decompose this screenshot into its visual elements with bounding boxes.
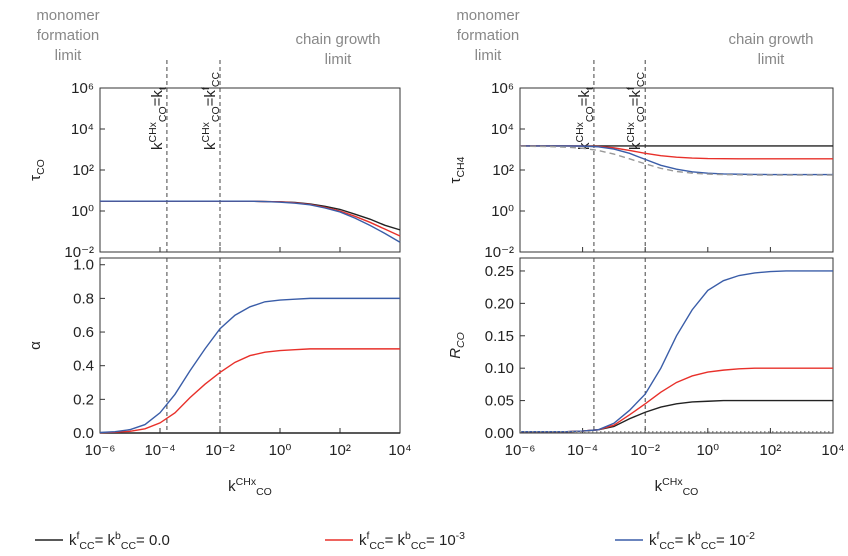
x-tick-label: 10⁴ [388,442,411,459]
x-tick-label: 10² [760,442,782,459]
y-tick-label: 0.05 [485,393,514,410]
y-tick-label: 0.10 [485,360,514,377]
vline-label: kCHxCO=kfCC [200,72,222,150]
legend-label: kfCC= kbCC= 10-2 [649,530,755,552]
y-tick-label: 10⁴ [491,121,514,138]
x-tick-label: 10² [329,442,351,459]
series-line [100,200,401,231]
y-axis-label: RCO [447,332,467,359]
x-tick-label: 10⁰ [696,442,719,459]
y-tick-label: 10⁶ [491,80,514,97]
annotation: limit [758,51,785,68]
annotation: monomer [456,7,519,24]
x-tick-label: 10⁰ [269,442,292,459]
series-line [100,200,401,243]
y-tick-label: 10⁴ [71,121,94,138]
y-tick-label: 0.20 [485,295,514,312]
y-tick-label: 0.6 [73,324,94,341]
x-axis-label: kCHxCO [228,476,272,498]
legend-label: kfCC= kbCC= 10-3 [359,530,465,552]
plot-frame [99,257,401,434]
annotation: formation [457,27,520,44]
plot-frame [99,87,401,253]
y-axis-label: τCH4 [447,156,467,183]
x-tick-label: 10⁴ [821,442,844,459]
plot-frame [519,87,834,253]
series-line [520,399,833,433]
y-tick-label: 10² [492,162,514,179]
y-tick-label: 0.15 [485,328,514,345]
x-tick-label: 10⁻⁶ [85,442,116,459]
y-tick-label: 10⁰ [71,203,94,220]
x-tick-label: 10⁻⁴ [567,442,598,459]
series-line [520,145,833,176]
series-line [99,348,400,434]
x-tick-label: 10⁻² [630,442,660,459]
y-tick-label: 0.0 [73,425,94,442]
y-tick-label: 10² [72,162,94,179]
plot-frame [519,257,834,434]
y-axis-label: τCO [27,159,47,181]
annotation: formation [37,27,100,44]
y-tick-label: 0.4 [73,358,94,375]
series-line [99,297,400,434]
series-line [519,145,833,176]
legend-label: kfCC= kbCC= 0.0 [69,530,170,552]
y-tick-label: 10⁻² [484,244,514,261]
annotation: limit [325,51,352,68]
y-tick-label: 10⁻² [64,244,94,261]
vline-label: kCHxCO=kt [147,87,169,150]
y-tick-label: 0.8 [73,290,94,307]
vline-label: kCHxCO=kt [574,87,596,150]
series-line [520,145,833,160]
x-tick-label: 10⁻⁶ [505,442,536,459]
series-line [520,270,833,433]
x-tick-label: 10⁻² [205,442,235,459]
annotation: limit [55,47,82,64]
vline-label: kCHxCO=kfCC [625,72,647,150]
annotation: limit [475,47,502,64]
annotation: monomer [36,7,99,24]
annotation: chain growth [295,31,380,48]
y-tick-label: 1.0 [73,257,94,274]
y-tick-label: 0.25 [485,263,514,280]
annotation: chain growth [728,31,813,48]
y-tick-label: 0.2 [73,391,94,408]
y-tick-label: 10⁰ [491,203,514,220]
x-axis-label: kCHxCO [655,476,699,498]
y-tick-label: 10⁶ [71,80,94,97]
y-tick-label: 0.00 [485,425,514,442]
x-tick-label: 10⁻⁴ [144,442,175,459]
y-axis-label: α [27,341,44,350]
